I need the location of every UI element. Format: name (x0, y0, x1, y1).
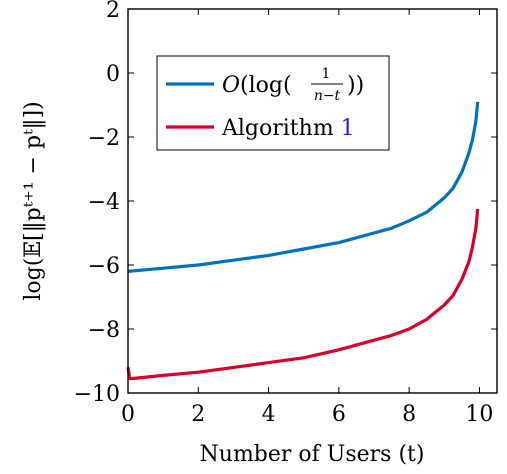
legend-label-series-1: O(log( (222, 73, 292, 98)
y-tick-label: −10 (74, 382, 120, 407)
legend-label-1-suffix: )) (347, 73, 364, 98)
x-tick-label: 6 (332, 402, 346, 427)
y-tick-label: −8 (88, 318, 120, 343)
legend-label-2-text: Algorithm (221, 116, 341, 141)
legend-label-1-open: (log( (240, 73, 292, 98)
x-tick-label: 2 (191, 402, 205, 427)
legend-label-series-2: Algorithm 1 (221, 116, 355, 141)
y-tick-label: −4 (88, 190, 120, 215)
y-tick-label: 2 (106, 0, 120, 23)
series-line-1 (127, 101, 480, 273)
series-layer (126, 101, 480, 381)
y-tick-label: 0 (106, 62, 120, 87)
y-tick-label: −2 (88, 126, 120, 151)
x-tick-label: 0 (121, 402, 135, 427)
legend: O(log( 1 n−t )) Algorithm 1 (156, 55, 390, 151)
series-line-2 (126, 208, 480, 381)
legend-box (156, 55, 390, 151)
y-tick-label: −6 (88, 254, 120, 279)
x-tick-label: 10 (465, 402, 493, 427)
legend-label-2-ref: 1 (341, 116, 355, 141)
legend-fraction-den: n−t (314, 88, 341, 104)
x-axis-label: Number of Users (t) (200, 442, 425, 467)
legend-fraction-num: 1 (322, 66, 331, 82)
y-axis-label: log(𝔼[‖pᵗ⁺¹ − pᵗ‖]) (21, 101, 46, 300)
legend-label-1-prefix: O (222, 73, 240, 98)
x-tick-label: 4 (262, 402, 276, 427)
x-tick-label: 8 (402, 402, 416, 427)
ticks-layer: 0 2 4 6 8 10 −10 −8 −6 −4 −2 0 2 (74, 0, 497, 427)
